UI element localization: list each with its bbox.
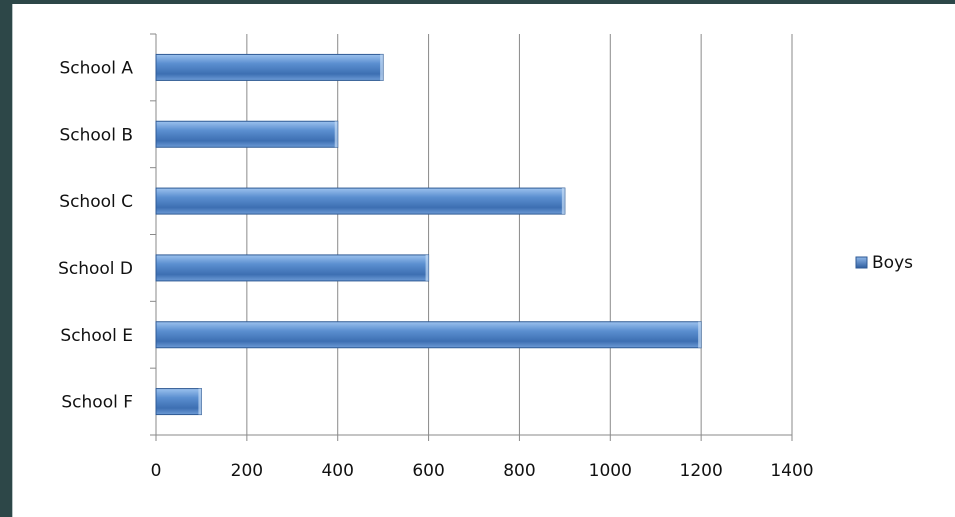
bar-end-highlight: [425, 254, 429, 281]
bar: [155, 120, 339, 148]
bar-end-highlight: [334, 121, 338, 148]
bars: [155, 53, 702, 416]
x-tick-label: 400: [321, 461, 353, 481]
legend: Boys: [855, 253, 913, 273]
bar: [155, 254, 430, 282]
x-tick-label: 1400: [770, 461, 813, 481]
bar-chart: 0 200 400 600 800 1000 1200 1400 School A School …: [58, 33, 913, 481]
bar-end-highlight: [198, 388, 202, 415]
chart-frame: 0 200 400 600 800 1000 1200 1400 School A School …: [12, 4, 955, 517]
x-tick-label: 200: [231, 461, 263, 481]
category-label: School D: [58, 259, 133, 279]
x-tick-label: 0: [151, 461, 162, 481]
x-tick-label: 600: [412, 461, 444, 481]
legend-swatch: [855, 256, 868, 269]
legend-label: Boys: [872, 253, 913, 273]
category-label: School E: [60, 326, 133, 346]
category-label: School C: [59, 192, 133, 212]
x-tick-label: 1200: [680, 461, 723, 481]
category-label: School F: [61, 393, 133, 413]
axes: [150, 33, 793, 441]
category-label: School B: [59, 125, 133, 145]
bar: [155, 321, 702, 349]
bar: [155, 187, 566, 215]
x-tick-label: 1000: [589, 461, 632, 481]
bar-end-highlight: [698, 321, 702, 348]
gridlines: [246, 34, 793, 435]
bar-end-highlight: [561, 188, 565, 215]
category-label: School A: [60, 58, 134, 78]
x-tick-label: 800: [503, 461, 535, 481]
bar: [155, 53, 384, 81]
bar-end-highlight: [380, 54, 384, 81]
bar: [155, 388, 202, 416]
labels: 0 200 400 600 800 1000 1200 1400 School A School …: [58, 58, 814, 481]
